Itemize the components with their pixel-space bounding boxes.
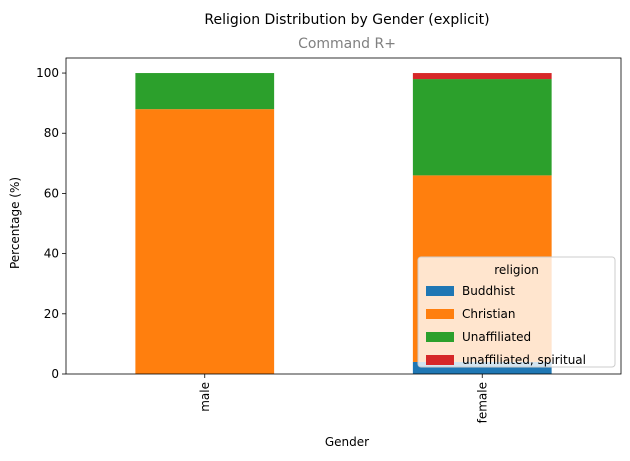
legend-entry: Buddhist — [462, 284, 515, 298]
y-tick-label: 60 — [44, 186, 59, 200]
legend-swatch — [426, 332, 454, 342]
legend: religion Buddhist Christian Unaffiliated una… — [417, 256, 616, 368]
legend-box — [417, 256, 616, 368]
y-axis-label: Percentage (%) — [8, 177, 22, 269]
x-tick-label: female — [475, 382, 489, 423]
chart-subtitle: Command R+ — [298, 36, 396, 52]
legend-entry: unaffiliated, spiritual — [462, 353, 586, 367]
x-tick-label: male — [198, 382, 212, 412]
legend-swatch — [426, 286, 454, 296]
legend-entry: Christian — [462, 307, 516, 321]
y-tick-label: 0 — [51, 367, 59, 381]
bar-female-unaffiliated-spiritual — [412, 73, 552, 80]
legend-swatch — [426, 309, 454, 319]
plot-area: male female 0 20 40 60 80 100 — [36, 57, 622, 423]
y-tick-label: 20 — [44, 307, 59, 321]
bar-male-unaffiliated — [135, 73, 275, 110]
x-axis-label: Gender — [325, 435, 369, 449]
bar-female-unaffiliated — [412, 79, 552, 176]
y-tick-label: 100 — [36, 66, 59, 80]
legend-title: religion — [494, 263, 539, 277]
legend-swatch — [426, 355, 454, 365]
bar-male-christian — [135, 109, 275, 374]
y-tick-label: 40 — [44, 247, 59, 261]
axes-frame — [65, 57, 622, 375]
chart-title: Religion Distribution by Gender (explici… — [204, 12, 489, 28]
y-tick-label: 80 — [44, 126, 59, 140]
legend-entry: Unaffiliated — [462, 330, 531, 344]
